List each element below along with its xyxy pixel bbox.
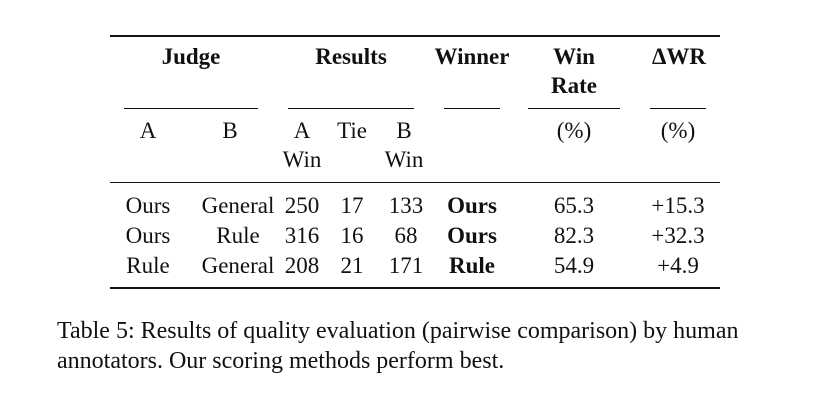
header-winner: Winner (434, 44, 510, 69)
row1-b: General (201, 193, 275, 218)
bottom-rule (110, 287, 720, 289)
subheader-delta-unit: (%) (660, 118, 696, 143)
caption-text: Results of quality evaluation (pairwise … (57, 318, 739, 374)
row1-winner: Ours (447, 193, 497, 218)
row2-b: Rule (216, 223, 260, 248)
header-win-rate-line2: Rate (551, 73, 597, 98)
header-win-rate-line1: Win (553, 44, 595, 69)
row2-a: Ours (125, 223, 171, 248)
row3-delta: +4.9 (657, 253, 699, 278)
row3-a: Rule (126, 253, 170, 278)
delta-cmidrule (650, 108, 706, 109)
subheader-a: A (139, 118, 157, 143)
row1-a: Ours (125, 193, 171, 218)
caption-label: Table 5: (57, 318, 135, 344)
row2-a-win: 316 (284, 223, 320, 248)
row3-b-win: 171 (388, 253, 424, 278)
results-cmidrule (288, 108, 414, 109)
row3-winner: Rule (449, 253, 495, 278)
table-caption: Table 5: Results of quality evaluation (… (57, 316, 797, 376)
subheader-b-win-line2: Win (384, 147, 424, 172)
row1-win-rate: 65.3 (553, 193, 595, 218)
row3-tie: 21 (340, 253, 364, 278)
header-judge: Judge (161, 44, 221, 69)
subheader-b: B (222, 118, 238, 143)
row2-delta: +32.3 (651, 223, 705, 248)
row1-b-win: 133 (388, 193, 424, 218)
row1-tie: 17 (340, 193, 364, 218)
winner-cmidrule (444, 108, 500, 109)
subheader-tie: Tie (337, 118, 367, 143)
row3-a-win: 208 (284, 253, 320, 278)
mid-rule (110, 182, 720, 183)
winrate-cmidrule (528, 108, 620, 109)
row2-tie: 16 (340, 223, 364, 248)
top-rule (110, 35, 720, 37)
judge-cmidrule (124, 108, 258, 109)
row2-b-win: 68 (394, 223, 418, 248)
row1-a-win: 250 (284, 193, 320, 218)
row3-b: General (201, 253, 275, 278)
subheader-a-win-line2: Win (282, 147, 322, 172)
subheader-a-win-line1: A (293, 118, 311, 143)
header-delta-wr: ΔWR (651, 44, 707, 69)
subheader-b-win-line1: B (396, 118, 412, 143)
row2-win-rate: 82.3 (553, 223, 595, 248)
row2-winner: Ours (447, 223, 497, 248)
row1-delta: +15.3 (651, 193, 705, 218)
row3-win-rate: 54.9 (553, 253, 595, 278)
header-results: Results (315, 44, 387, 69)
subheader-win-rate-unit: (%) (556, 118, 592, 143)
